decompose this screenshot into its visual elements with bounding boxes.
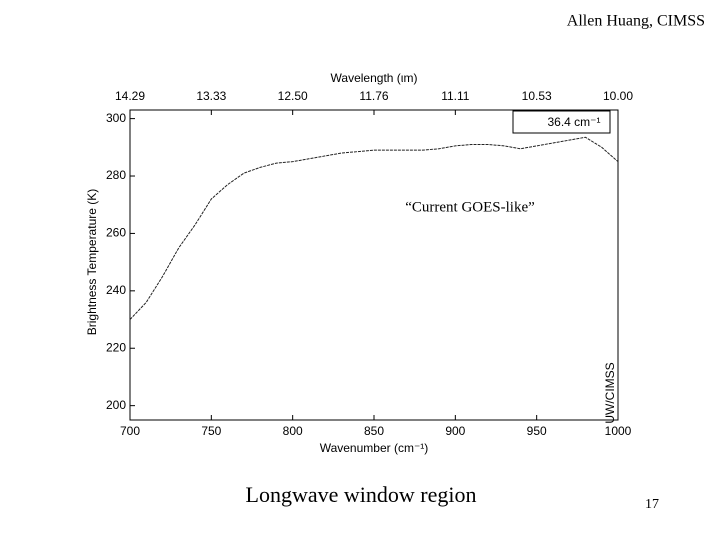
x-tick-label: 800 [283,424,303,438]
x-tick-label: 750 [201,424,221,438]
x-tick-label: 850 [364,424,384,438]
y-tick-label: 220 [106,340,126,354]
y-tick-label: 240 [106,283,126,297]
y-tick-label: 260 [106,226,126,240]
x2-tick-label: 10.53 [522,89,552,103]
y-tick-label: 200 [106,398,126,412]
x-tick-label: 950 [527,424,547,438]
page-number: 17 [645,497,659,512]
y-tick-label: 280 [106,168,126,182]
x-axis-title: Wavenumber (cm⁻¹) [320,441,429,455]
x2-tick-label: 10.00 [603,89,633,103]
data-line [129,136,619,320]
x2-axis-title: Wavelength (ιm) [331,71,418,85]
x-tick-label: 700 [120,424,140,438]
x2-tick-label: 14.29 [115,89,145,103]
caption: Longwave window region [246,482,477,507]
legend-box [512,110,611,134]
x2-tick-label: 13.33 [196,89,226,103]
y-tick-label: 300 [106,111,126,125]
x2-tick-label: 11.76 [359,89,388,103]
annotation: “Current GOES-like” [405,199,535,215]
x2-tick-label: 11.11 [441,89,470,103]
legend-label: 36.4 cm⁻¹ [547,115,600,129]
watermark: UW/CIMSS [603,362,617,423]
y-axis-title: Brightness Temperature (K) [85,189,99,336]
author: Allen Huang, CIMSS [567,13,705,30]
plot-frame [129,109,619,421]
x-tick-label: 1000 [605,424,632,438]
x-tick-label: 900 [445,424,465,438]
x2-tick-label: 12.50 [278,89,308,103]
